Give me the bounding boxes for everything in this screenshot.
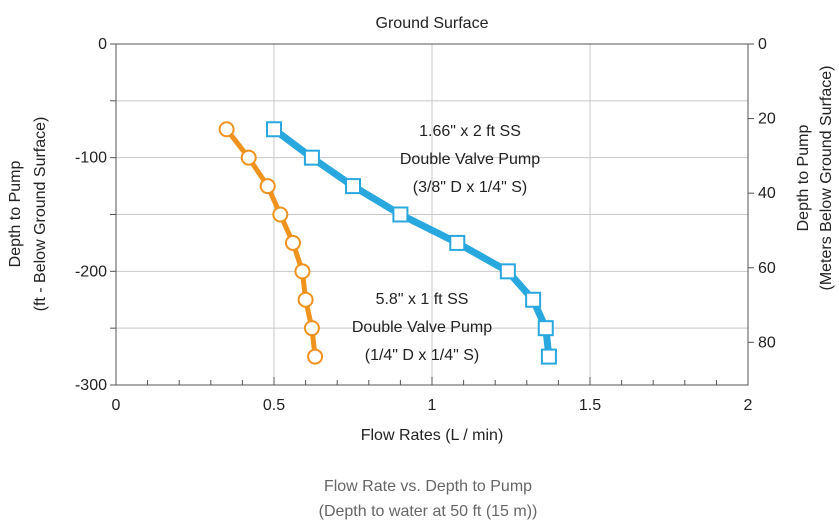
series-label-line: (3/8" D x 1/4" S)	[413, 179, 528, 196]
grid	[116, 44, 748, 385]
y-tick-label: 0	[98, 36, 107, 53]
caption-line2: (Depth to water at 50 ft (15 m))	[319, 503, 538, 520]
series-label-line: (1/4" D x 1/4" S)	[365, 347, 480, 364]
series-label-line: 5.8" x 1 ft SS	[376, 291, 469, 308]
series-blue	[266, 121, 557, 365]
caption-line1: Flow Rate vs. Depth to Pump	[324, 478, 532, 495]
series-label-line: Double Valve Pump	[352, 319, 492, 336]
x-tick-label: 1.5	[579, 397, 601, 414]
data-point	[307, 348, 324, 365]
data-point	[392, 206, 409, 223]
x-tick-label: 1	[428, 397, 437, 414]
y2-tick-label: 0	[758, 36, 767, 53]
y2-tick-label: 20	[758, 111, 776, 128]
y2-axis-title-line2: (Meters Below Ground Surface)	[818, 66, 835, 291]
data-point	[345, 178, 361, 195]
data-point	[284, 234, 301, 251]
data-point	[272, 206, 289, 223]
data-point	[525, 291, 542, 308]
series-label-line: Double Valve Pump	[400, 151, 540, 168]
y2-tick-label: 40	[758, 185, 776, 202]
series-label-blue: 1.66" x 2 ft SS Double Valve Pump (3/8" …	[400, 123, 540, 196]
y-axis-title-line2: (ft - Below Ground Surface)	[32, 117, 49, 312]
data-point	[218, 121, 235, 138]
data-point	[303, 149, 320, 166]
y-tick-label: -100	[75, 150, 107, 167]
y2-axis-title-line1: Depth to Pump	[795, 125, 812, 232]
series-group	[218, 121, 557, 365]
data-point	[240, 149, 257, 166]
data-point	[449, 234, 466, 251]
data-point	[294, 263, 311, 280]
data-point	[540, 348, 557, 365]
x-tick-label: 0.5	[263, 397, 285, 414]
data-point	[259, 178, 276, 195]
y-axis-title-line1: Depth to Pump	[7, 161, 24, 268]
data-point	[303, 320, 320, 337]
data-point	[499, 263, 516, 280]
y2-tick-label: 60	[758, 260, 776, 277]
series-line	[224, 126, 318, 360]
x-tick-label: 0	[112, 397, 121, 414]
y-tick-label: -300	[75, 377, 107, 394]
y2-tick-label: 80	[758, 334, 776, 351]
data-point	[266, 121, 282, 138]
x-axis-title: Flow Rates (L / min)	[361, 427, 504, 444]
series-label-orange: 5.8" x 1 ft SS Double Valve Pump (1/4" D…	[352, 291, 492, 364]
series-orange	[218, 121, 324, 365]
series-label-line: 1.66" x 2 ft SS	[419, 123, 521, 140]
data-point	[297, 291, 314, 308]
data-point	[537, 320, 554, 337]
y-tick-label: -200	[75, 263, 107, 280]
chart-title: Ground Surface	[376, 15, 489, 32]
x-tick-label: 2	[744, 397, 753, 414]
